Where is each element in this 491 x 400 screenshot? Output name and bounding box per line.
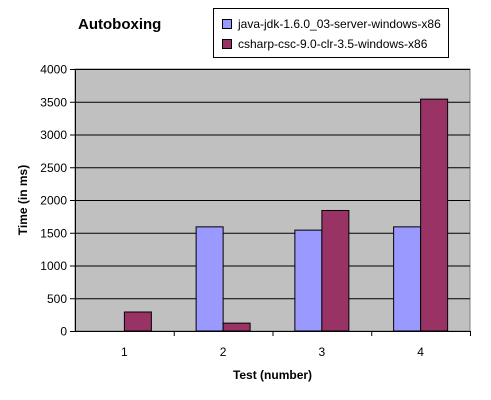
legend-label-csharp: csharp-csc-9.0-clr-3.5-windows-x86 bbox=[238, 37, 428, 51]
legend-label-java: java-jdk-1.6.0_03-server-windows-x86 bbox=[238, 17, 441, 31]
bar-series-1-cat-2 bbox=[222, 322, 251, 332]
bar-series-1-cat-4 bbox=[420, 98, 449, 332]
y-tick-label: 1500 bbox=[40, 226, 67, 240]
legend-item-java: java-jdk-1.6.0_03-server-windows-x86 bbox=[222, 16, 441, 32]
bar-series-1-cat-1 bbox=[123, 311, 152, 332]
axes bbox=[70, 69, 471, 336]
x-tick-label: 3 bbox=[319, 345, 326, 359]
legend: java-jdk-1.6.0_03-server-windows-x86 csh… bbox=[213, 8, 449, 58]
bar-series-0-cat-4 bbox=[393, 226, 422, 332]
chart-title: Autoboxing bbox=[78, 16, 162, 33]
bar-series-1-cat-3 bbox=[321, 209, 350, 332]
y-tick-label: 0 bbox=[60, 325, 67, 339]
x-tick-label: 2 bbox=[220, 345, 227, 359]
y-tick-label: 500 bbox=[47, 292, 67, 306]
x-tick-labels: 1 2 3 4 bbox=[121, 345, 424, 359]
bar-series-0-cat-3 bbox=[294, 229, 323, 332]
y-tick-labels: 0 500 1000 1500 2000 2500 3000 3500 4000 bbox=[40, 63, 67, 339]
x-axis-title: Test (number) bbox=[233, 368, 312, 382]
x-tick-label: 4 bbox=[417, 345, 424, 359]
x-tick-label: 1 bbox=[121, 345, 128, 359]
y-tick-label: 3500 bbox=[40, 95, 67, 109]
y-tick-label: 2500 bbox=[40, 161, 67, 175]
legend-swatch-csharp bbox=[222, 39, 232, 49]
bars bbox=[123, 98, 449, 332]
legend-swatch-java bbox=[222, 19, 232, 29]
y-tick-label: 4000 bbox=[40, 63, 67, 77]
bar-series-0-cat-2 bbox=[195, 226, 224, 332]
y-axis-title: Time (in ms) bbox=[16, 165, 30, 235]
y-tick-label: 3000 bbox=[40, 128, 67, 142]
y-tick-label: 2000 bbox=[40, 194, 67, 208]
y-tick-label: 1000 bbox=[40, 259, 67, 273]
legend-item-csharp: csharp-csc-9.0-clr-3.5-windows-x86 bbox=[222, 36, 427, 52]
